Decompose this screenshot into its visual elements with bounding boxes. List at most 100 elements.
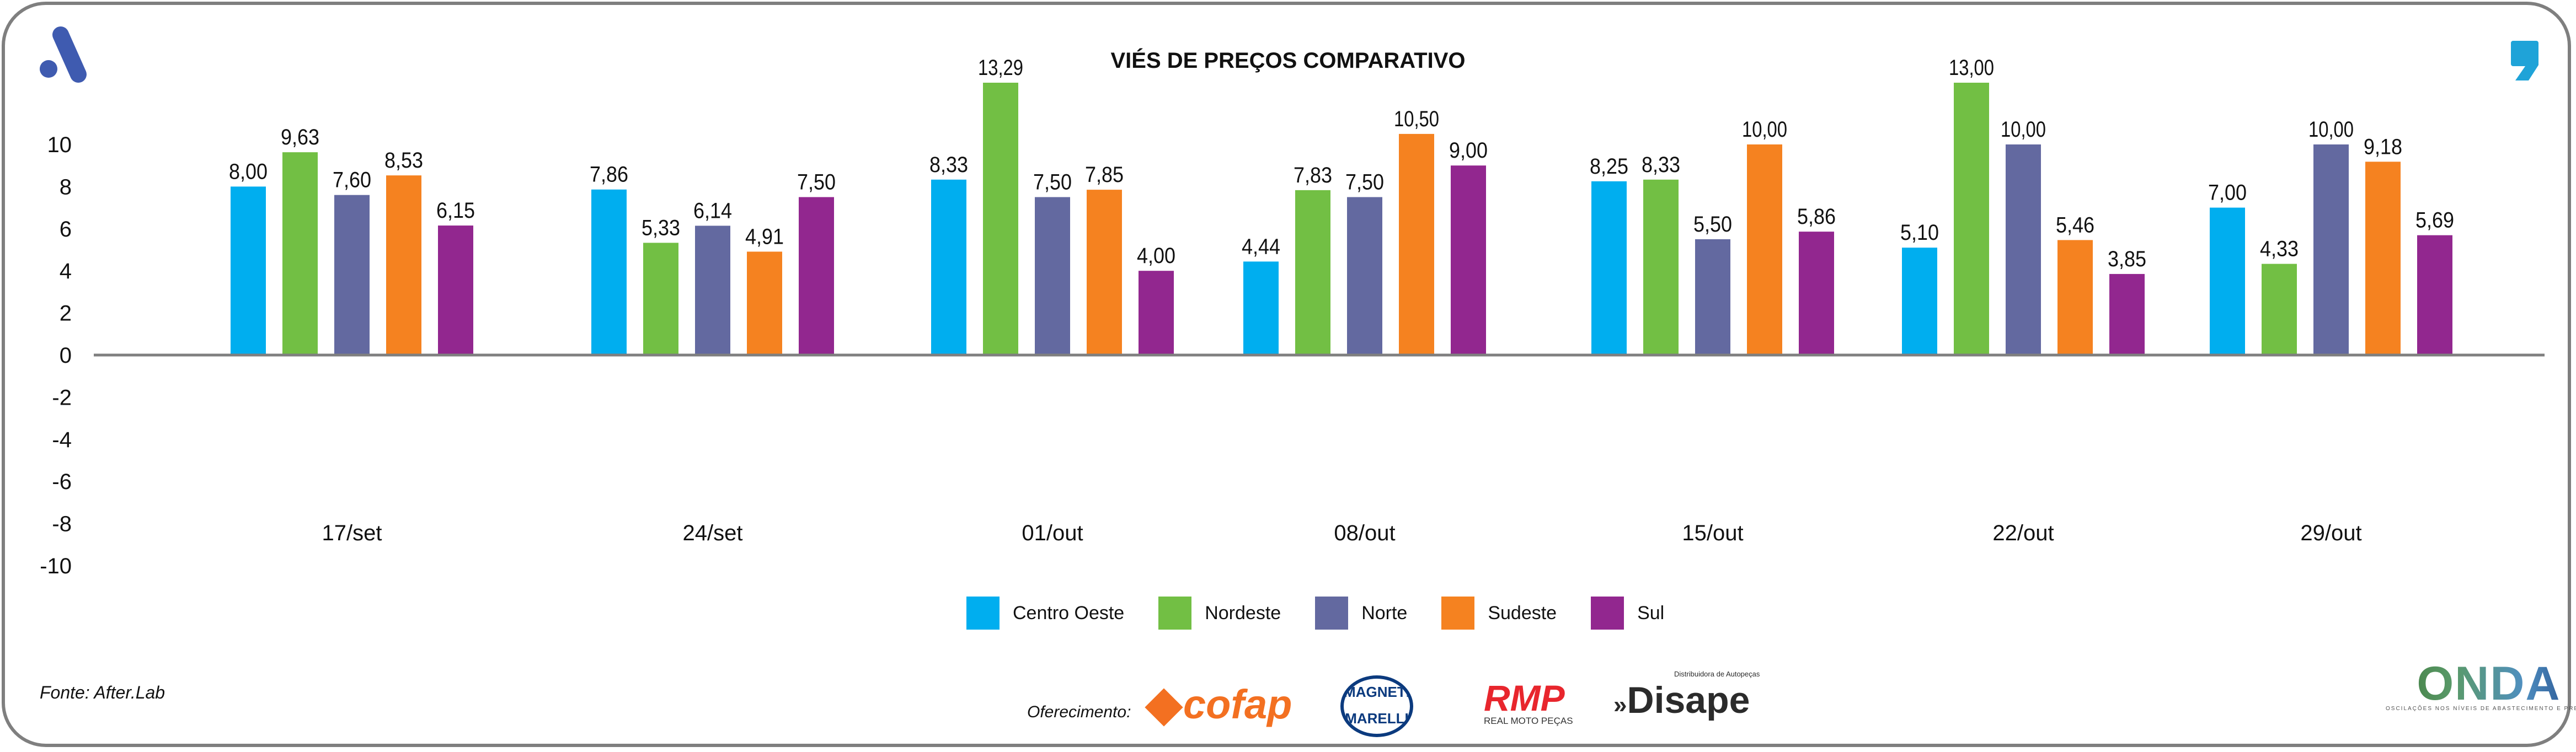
- bar-centro-oeste: [931, 179, 966, 355]
- data-label: 8,53: [384, 148, 423, 173]
- y-tick-label: 8: [60, 175, 72, 199]
- y-tick-label: 6: [60, 217, 72, 241]
- bar-nordeste: [1643, 179, 1679, 355]
- bar-sudeste: [2365, 162, 2401, 355]
- legend-label: Nordeste: [1205, 602, 1281, 624]
- y-tick-label: -10: [40, 554, 72, 578]
- cofap-logo: cofap: [1145, 681, 1292, 728]
- data-label: 7,86: [590, 163, 628, 187]
- legend-label: Sudeste: [1488, 602, 1557, 624]
- y-tick-label: 10: [47, 133, 72, 157]
- data-label: 7,50: [1033, 170, 1072, 195]
- data-label: 5,10: [1900, 221, 1939, 245]
- data-label: 9,63: [281, 125, 319, 149]
- data-label: 5,46: [2056, 213, 2094, 237]
- data-label: 7,60: [333, 168, 371, 192]
- bar-norte: [1035, 197, 1070, 355]
- x-tick-label: 22/out: [1992, 521, 2054, 545]
- bar-norte: [1347, 197, 1382, 355]
- data-label: 8,33: [1642, 153, 1680, 177]
- bar-sul: [1799, 232, 1834, 355]
- data-label: 8,33: [929, 153, 968, 177]
- onda-name: ONDA: [2386, 660, 2576, 707]
- bar-sul: [1139, 271, 1174, 355]
- x-tick-label: 15/out: [1682, 521, 1743, 545]
- bar-centro-oeste: [2210, 207, 2245, 355]
- data-label: 10,00: [2001, 117, 2046, 142]
- data-label: 3,85: [2108, 247, 2146, 271]
- data-label: 6,15: [436, 198, 475, 223]
- data-label: 7,85: [1085, 163, 1124, 187]
- x-tick-label: 17/set: [322, 521, 382, 545]
- brand-a-logo: [40, 26, 87, 83]
- bar-centro-oeste: [1591, 181, 1627, 355]
- data-label: 8,25: [1590, 154, 1628, 179]
- data-label: 10,00: [1742, 117, 1787, 142]
- data-label: 10,00: [2308, 117, 2354, 142]
- legend-swatch: [1158, 597, 1192, 630]
- y-tick-label: 0: [60, 343, 72, 368]
- disape-logo: »Disape Distribuidora de Autopeças: [1613, 670, 1760, 721]
- legend-label: Centro Oeste: [1013, 602, 1125, 624]
- bar-sudeste: [1399, 133, 1434, 355]
- data-label: 4,00: [1137, 244, 1175, 268]
- bar-norte: [695, 225, 730, 355]
- bar-nordeste: [1954, 83, 1989, 355]
- data-label: 5,86: [1797, 205, 1836, 229]
- bar-sul: [1451, 165, 1486, 355]
- bar-centro-oeste: [1243, 261, 1279, 355]
- source-note: Fonte: After.Lab: [40, 683, 165, 702]
- bar-norte: [1695, 239, 1730, 355]
- y-tick-label: 2: [60, 302, 72, 326]
- data-label: 9,00: [1449, 138, 1488, 163]
- bar-nordeste: [282, 152, 318, 355]
- bar-sul: [2109, 273, 2145, 355]
- legend-item-norte: Norte: [1315, 597, 1407, 630]
- legend-swatch: [1441, 597, 1475, 630]
- data-label: 10,50: [1394, 107, 1439, 131]
- legend-item-centro-oeste: Centro Oeste: [966, 597, 1124, 630]
- bar-sul: [438, 225, 473, 355]
- onda-logo: ONDA OSCILAÇÕES NOS NÍVEIS DE ABASTECIME…: [2386, 660, 2576, 712]
- bar-sudeste: [747, 251, 782, 355]
- data-label: 8,00: [229, 159, 268, 184]
- bar-centro-oeste: [591, 189, 627, 355]
- data-label: 7,00: [2208, 181, 2247, 205]
- chart-title: VIÉS DE PREÇOS COMPARATIVO: [1110, 49, 1466, 73]
- legend-swatch: [1315, 597, 1349, 630]
- sponsor-label: Oferecimento:: [1027, 703, 1131, 721]
- x-tick-label: 29/out: [2300, 521, 2361, 545]
- data-label: 4,44: [1242, 234, 1280, 259]
- bar-sul: [2417, 235, 2452, 355]
- data-label: 5,69: [2415, 208, 2454, 233]
- legend-swatch: [1591, 597, 1624, 630]
- legend-item-sudeste: Sudeste: [1441, 597, 1557, 630]
- legend-label: Sul: [1637, 602, 1665, 624]
- y-tick-label: -4: [52, 428, 72, 452]
- data-label: 5,33: [642, 216, 680, 240]
- bar-norte: [2313, 144, 2349, 355]
- magneti-marelli-text: MAGNETI MARELLI: [1344, 684, 1410, 727]
- legend-item-nordeste: Nordeste: [1158, 597, 1281, 630]
- bar-nordeste: [643, 243, 678, 355]
- rmp-tagline: REAL MOTO PEÇAS: [1484, 716, 1573, 726]
- y-tick-label: -2: [52, 385, 72, 410]
- bar-nordeste: [2262, 264, 2297, 355]
- y-tick-label: -8: [52, 512, 72, 536]
- bar-sudeste: [1747, 144, 1782, 355]
- legend-swatch: [966, 597, 1000, 630]
- data-label: 13,00: [1949, 56, 1994, 80]
- onda-tagline: OSCILAÇÕES NOS NÍVEIS DE ABASTECIMENTO E…: [2386, 706, 2576, 712]
- x-tick-label: 24/set: [683, 521, 743, 545]
- disape-tagline: Distribuidora de Autopeças: [1674, 670, 1760, 678]
- bar-sudeste: [1087, 190, 1122, 355]
- x-tick-label: 08/out: [1334, 521, 1395, 545]
- disape-text: Disape: [1627, 679, 1750, 721]
- y-tick-label: 4: [60, 259, 72, 283]
- rmp-logo: RMP REAL MOTO PEÇAS: [1484, 680, 1573, 727]
- legend: Centro Oeste Nordeste Norte Sudeste Sul: [966, 597, 1698, 630]
- bar-sudeste: [2057, 240, 2093, 355]
- magneti-marelli-logo: MAGNETI MARELLI: [1340, 675, 1413, 737]
